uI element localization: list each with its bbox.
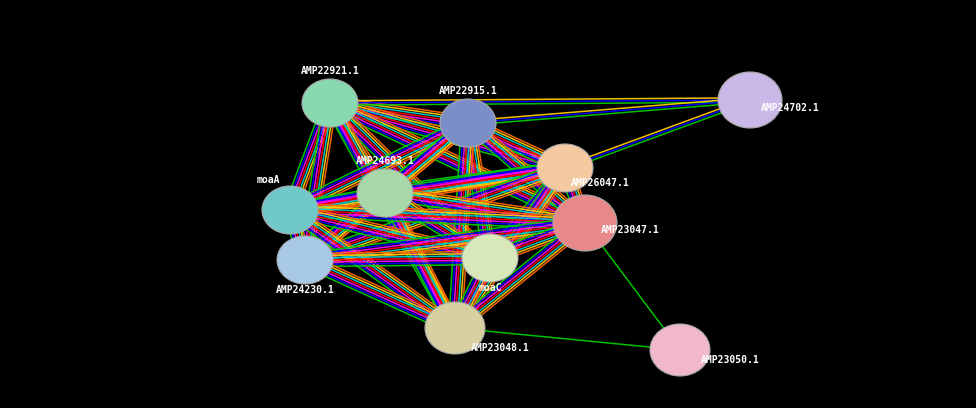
Ellipse shape: [357, 169, 413, 217]
Ellipse shape: [262, 186, 318, 234]
Text: AMP22921.1: AMP22921.1: [301, 66, 359, 76]
Ellipse shape: [440, 99, 496, 147]
Text: AMP24702.1: AMP24702.1: [760, 103, 820, 113]
Text: AMP22915.1: AMP22915.1: [438, 86, 498, 96]
Text: moaC: moaC: [478, 283, 502, 293]
Ellipse shape: [302, 79, 358, 127]
Text: AMP23050.1: AMP23050.1: [701, 355, 759, 365]
Text: AMP23047.1: AMP23047.1: [600, 225, 660, 235]
Text: AMP24230.1: AMP24230.1: [275, 285, 335, 295]
Ellipse shape: [553, 195, 617, 251]
Ellipse shape: [718, 72, 782, 128]
Ellipse shape: [462, 234, 518, 282]
Text: moaA: moaA: [257, 175, 280, 185]
Ellipse shape: [277, 236, 333, 284]
Ellipse shape: [425, 302, 485, 354]
Ellipse shape: [537, 144, 593, 192]
Text: AMP26047.1: AMP26047.1: [571, 178, 630, 188]
Text: AMP23048.1: AMP23048.1: [470, 343, 529, 353]
Text: AMP24693.1: AMP24693.1: [355, 156, 415, 166]
Ellipse shape: [650, 324, 710, 376]
